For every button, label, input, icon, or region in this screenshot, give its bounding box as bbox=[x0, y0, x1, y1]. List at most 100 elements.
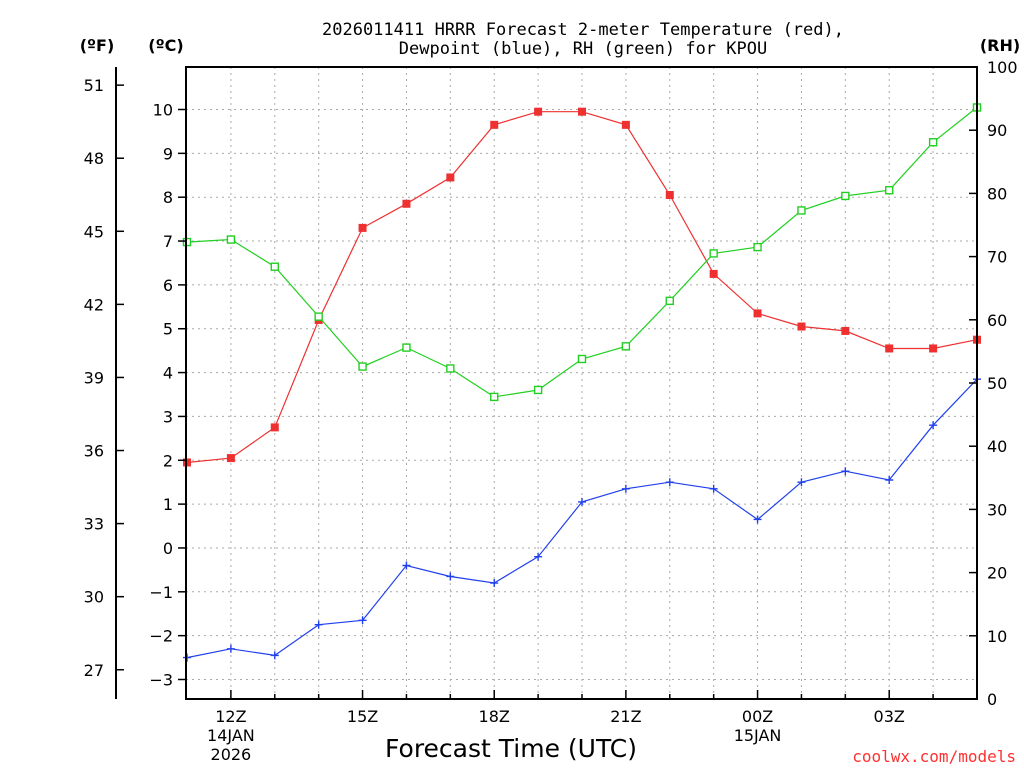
time-tick-label: 15Z bbox=[347, 707, 378, 726]
dewpoint-point bbox=[841, 467, 850, 476]
celsius-tick-label: 8 bbox=[163, 188, 173, 207]
celsius-tick-label: −3 bbox=[149, 671, 173, 690]
fahrenheit-tick-label: 45 bbox=[84, 222, 104, 241]
temperature-point bbox=[226, 454, 235, 463]
time-tick-label: 21Z bbox=[610, 707, 641, 726]
rh-point bbox=[621, 342, 631, 351]
dewpoint-point bbox=[621, 484, 630, 493]
temperature-point bbox=[358, 223, 367, 232]
rh-tick-label: 70 bbox=[987, 248, 1007, 267]
rh-tick-label: 10 bbox=[987, 627, 1007, 646]
temperature-point bbox=[446, 173, 455, 182]
rh-point bbox=[358, 362, 367, 371]
dewpoint-point bbox=[578, 497, 586, 506]
celsius-tick-label: 5 bbox=[163, 320, 173, 339]
rh-tick-label: 30 bbox=[987, 500, 1007, 519]
celsius-tick-label: 1 bbox=[163, 495, 173, 514]
rh-point bbox=[841, 191, 850, 201]
plot-frame bbox=[185, 66, 978, 700]
date-label: 15JAN bbox=[734, 726, 782, 745]
celsius-tick-label: 4 bbox=[163, 364, 173, 383]
dewpoint-point bbox=[358, 616, 367, 625]
rh-point bbox=[928, 138, 938, 147]
rh-unit-label: (RH) bbox=[980, 36, 1020, 55]
rh-point bbox=[446, 364, 455, 373]
time-tick-label: 12Z bbox=[215, 707, 246, 726]
temperature-point bbox=[665, 191, 674, 199]
rh-point bbox=[270, 262, 279, 271]
temperature-point bbox=[578, 107, 586, 116]
x-axis-title: Forecast Time (UTC) bbox=[385, 734, 637, 763]
rh-point bbox=[402, 343, 411, 352]
dewpoint-point bbox=[753, 515, 762, 524]
temperature-point bbox=[709, 269, 718, 278]
celsius-tick-label: 3 bbox=[163, 407, 173, 426]
dewpoint-point bbox=[314, 620, 323, 629]
rh-tick-label: 50 bbox=[987, 374, 1007, 393]
rh-tick-label: 80 bbox=[987, 184, 1007, 203]
series-layer bbox=[182, 103, 982, 662]
celsius-tick-label: 9 bbox=[163, 144, 173, 163]
rh-point bbox=[226, 235, 236, 244]
dewpoint-point bbox=[446, 572, 455, 581]
celsius-tick-label: −2 bbox=[149, 627, 173, 646]
chart-subtitle: Dewpoint (blue), RH (green) for KPOU bbox=[399, 39, 767, 59]
fahrenheit-tick-label: 33 bbox=[84, 515, 104, 534]
time-tick-label: 00Z bbox=[742, 707, 773, 726]
celsius-tick-label: 0 bbox=[163, 539, 173, 558]
dewpoint-point bbox=[534, 552, 543, 561]
fahrenheit-tick-label: 42 bbox=[84, 295, 104, 314]
rh-point bbox=[709, 249, 718, 258]
temperature-point bbox=[534, 107, 543, 116]
time-tick-label: 03Z bbox=[874, 707, 905, 726]
fahrenheit-tick-label: 48 bbox=[84, 149, 104, 168]
temperature-point bbox=[797, 322, 806, 331]
temperature-point bbox=[753, 309, 762, 318]
dewpoint-point bbox=[709, 484, 718, 493]
fahrenheit-tick-label: 51 bbox=[84, 76, 104, 95]
date-label: 14JAN bbox=[207, 726, 255, 745]
rh-point bbox=[797, 206, 806, 215]
fahrenheit-axis: 51 48 45 42 39 36 33 30 27 bbox=[84, 76, 124, 680]
credit-link[interactable]: coolwx.com/models bbox=[852, 747, 1016, 766]
dewpoint-point bbox=[270, 651, 279, 660]
rh-tick-label: 40 bbox=[987, 437, 1007, 456]
celsius-tick-label: 2 bbox=[163, 451, 173, 470]
rh-point bbox=[314, 312, 323, 321]
fahrenheit-tick-label: 30 bbox=[84, 588, 104, 607]
temperature-point bbox=[270, 423, 279, 432]
rh-tick-label: 0 bbox=[987, 690, 997, 709]
celsius-unit-label: (ºC) bbox=[148, 36, 183, 55]
rh-point bbox=[885, 186, 894, 195]
rh-tick-label: 60 bbox=[987, 311, 1007, 330]
fahrenheit-unit-label: (ºF) bbox=[80, 36, 115, 55]
dewpoint-point bbox=[885, 476, 894, 484]
celsius-tick-label: −1 bbox=[149, 583, 173, 602]
rh-tick-label: 20 bbox=[987, 564, 1007, 583]
rh-point bbox=[490, 392, 499, 402]
celsius-tick-label: 10 bbox=[153, 101, 173, 120]
rh-tick-label: 100 bbox=[987, 58, 1018, 77]
fahrenheit-tick-label: 36 bbox=[84, 442, 104, 461]
dewpoint-point bbox=[929, 421, 938, 430]
rh-point bbox=[753, 242, 762, 252]
rh-point bbox=[533, 385, 543, 395]
temperature-point bbox=[402, 199, 411, 208]
rh-point bbox=[577, 354, 587, 364]
time-tick-label: 18Z bbox=[479, 707, 510, 726]
celsius-tick-label: 6 bbox=[163, 276, 173, 295]
rh-tick-label: 90 bbox=[987, 121, 1007, 140]
dewpoint-point bbox=[226, 644, 235, 653]
fahrenheit-tick-label: 39 bbox=[84, 368, 104, 387]
temperature-point bbox=[490, 120, 499, 129]
celsius-tick-label: 7 bbox=[163, 232, 173, 251]
dewpoint-point bbox=[490, 579, 499, 588]
temperature-point bbox=[929, 344, 938, 353]
dewpoint-point bbox=[665, 478, 674, 487]
dewpoint-point bbox=[402, 561, 411, 570]
gridlines bbox=[186, 67, 977, 699]
dewpoint-point bbox=[797, 478, 806, 487]
